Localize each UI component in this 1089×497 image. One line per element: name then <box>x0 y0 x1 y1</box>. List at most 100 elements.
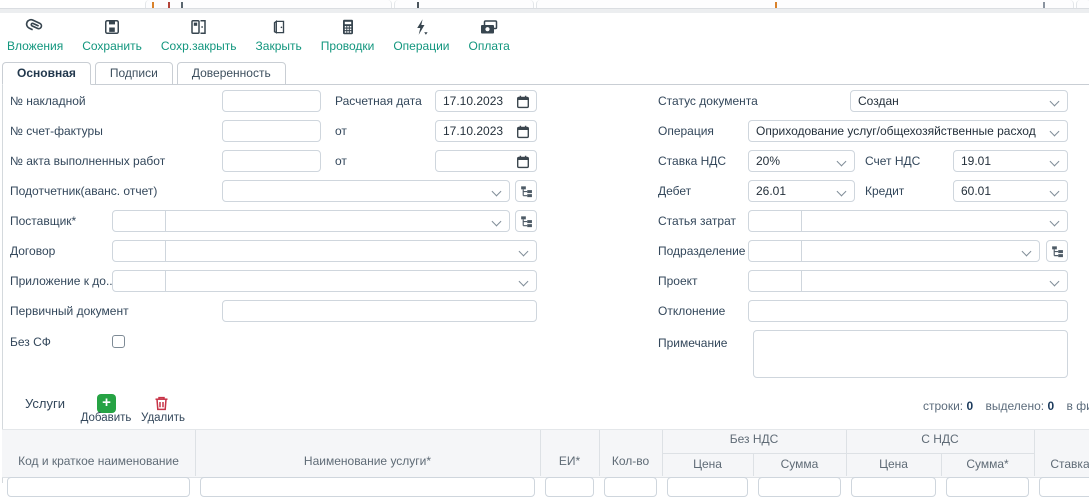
save-and-close-button[interactable]: Сохр.закрыть <box>159 15 239 53</box>
contract-select[interactable] <box>166 240 537 262</box>
add-row-button[interactable]: + <box>97 394 116 413</box>
save-close-icon <box>188 15 209 37</box>
credit-select[interactable]: 60.01 <box>953 180 1068 202</box>
filter-count-label: в фильт <box>1066 399 1089 413</box>
hierarchy-icon <box>520 185 532 197</box>
calendar-icon[interactable] <box>515 154 531 170</box>
vat-rate-select[interactable]: 20% <box>748 150 855 172</box>
invoice-number-input[interactable] <box>222 90 321 112</box>
vat-account-select[interactable]: 19.01 <box>953 150 1068 172</box>
save-icon <box>102 15 122 37</box>
column-header-amount-with-vat[interactable]: Сумма* <box>966 457 1009 471</box>
debit-select[interactable]: 26.01 <box>748 180 855 202</box>
no-sf-label: Без СФ <box>10 335 51 349</box>
act-number-label: № акта выполненных работ <box>10 154 166 168</box>
chevron-down-icon <box>1049 156 1060 167</box>
lightning-icon <box>411 15 431 37</box>
filter-input-service-name[interactable] <box>200 477 535 497</box>
background-tab[interactable] <box>394 0 534 9</box>
delete-row-button-label: Удалить <box>141 412 185 424</box>
operation-select[interactable]: Оприходование услуг/общехозяйственные ра… <box>748 120 1068 142</box>
supplier-select[interactable] <box>166 210 510 232</box>
project-select[interactable] <box>802 270 1068 292</box>
group-header-without-vat: Без НДС <box>729 432 779 446</box>
calc-date-label: Расчетная дата <box>335 94 422 108</box>
operations-menu-button[interactable]: Операции <box>391 15 451 53</box>
document-status-value: Создан <box>858 94 899 108</box>
accountable-person-select[interactable] <box>222 180 510 202</box>
accountable-person-label: Подотчетник(аванс. отчет) <box>10 184 158 198</box>
vat-invoice-number-input[interactable] <box>222 120 321 142</box>
paperclip-icon <box>24 15 46 37</box>
toolbar-button-label: Оплата <box>468 39 510 53</box>
no-sf-checkbox[interactable] <box>112 335 125 348</box>
filter-input-vat-rate[interactable] <box>1039 477 1089 497</box>
calendar-icon[interactable] <box>515 124 531 140</box>
rows-count-label: строки: <box>923 399 964 413</box>
filter-input-amount-without-vat[interactable] <box>758 477 841 497</box>
column-header-amount-without-vat[interactable]: Сумма <box>780 457 819 471</box>
contract-annex-code-input[interactable] <box>112 270 166 292</box>
cost-item-select[interactable] <box>802 210 1068 232</box>
column-header-price-without-vat[interactable]: Цена <box>693 457 722 471</box>
cost-item-label: Статья затрат <box>658 214 737 228</box>
column-header-quantity[interactable]: Кол-во <box>611 454 650 468</box>
deviation-input[interactable] <box>748 300 1068 322</box>
filter-input-quantity[interactable] <box>604 477 657 497</box>
department-code-input[interactable] <box>748 240 802 262</box>
document-status-label: Статус документа <box>658 94 758 108</box>
project-label: Проект <box>658 274 698 288</box>
background-tab[interactable] <box>145 0 392 9</box>
filter-input-amount-with-vat[interactable] <box>946 477 1029 497</box>
chevron-down-icon <box>518 246 529 257</box>
filter-input-price-with-vat[interactable] <box>851 477 936 497</box>
invoice-number-label: № накладной <box>10 94 86 108</box>
hierarchy-icon <box>1051 245 1063 257</box>
accountable-person-tree-button[interactable] <box>515 180 537 202</box>
supplier-label: Поставщик* <box>10 214 77 228</box>
calendar-icon[interactable] <box>515 94 531 110</box>
debit-value: 26.01 <box>756 184 787 198</box>
vat-invoice-date-input[interactable]: 17.10.2023 <box>435 120 537 142</box>
department-select[interactable] <box>802 240 1040 262</box>
filter-input-unit[interactable] <box>545 477 594 497</box>
column-header-price-with-vat[interactable]: Цена <box>879 457 908 471</box>
debit-label: Дебет <box>658 184 692 198</box>
credit-value: 60.01 <box>961 184 992 198</box>
note-textarea[interactable] <box>753 330 1068 378</box>
tab-signatures[interactable]: Подписи <box>94 62 173 85</box>
project-code-input[interactable] <box>748 270 802 292</box>
contract-code-input[interactable] <box>112 240 166 262</box>
column-header-service-name[interactable]: Наименование услуги* <box>303 454 432 468</box>
tab-power-of-attorney[interactable]: Доверенность <box>176 62 286 85</box>
tab-main[interactable]: Основная <box>2 62 91 85</box>
department-label: Подразделение <box>658 244 746 258</box>
background-tab[interactable] <box>1076 0 1089 9</box>
primary-document-input[interactable] <box>222 300 537 322</box>
attachments-button[interactable]: Вложения <box>5 15 65 53</box>
cost-item-code-input[interactable] <box>748 210 802 232</box>
act-number-input[interactable] <box>222 150 321 172</box>
supplier-tree-button[interactable] <box>515 210 537 232</box>
contract-annex-select[interactable] <box>166 270 537 292</box>
act-date-input[interactable] <box>435 150 537 172</box>
calc-date-input[interactable]: 17.10.2023 <box>435 90 537 112</box>
payment-button[interactable]: Оплата <box>466 15 511 53</box>
postings-button[interactable]: Проводки <box>319 15 377 53</box>
toolbar-button-label: Проводки <box>320 39 375 53</box>
chevron-down-icon <box>1021 246 1032 257</box>
close-button[interactable]: Закрыть <box>254 15 304 53</box>
cash-icon <box>478 15 500 37</box>
delete-row-button[interactable] <box>152 394 171 413</box>
supplier-code-input[interactable] <box>112 210 166 232</box>
column-header-vat-rate[interactable]: Ставка <box>1050 457 1089 471</box>
background-tab[interactable] <box>536 0 1074 9</box>
department-tree-button[interactable] <box>1046 240 1068 262</box>
filter-input-price-without-vat[interactable] <box>667 477 748 497</box>
column-header-unit[interactable]: ЕИ* <box>558 454 581 468</box>
save-button[interactable]: Сохранить <box>80 15 144 53</box>
vat-invoice-date-value: 17.10.2023 <box>443 124 504 138</box>
filter-input-code[interactable] <box>7 477 190 497</box>
column-header-code[interactable]: Код и краткое наименование <box>18 454 179 468</box>
document-status-select[interactable]: Создан <box>850 90 1068 112</box>
